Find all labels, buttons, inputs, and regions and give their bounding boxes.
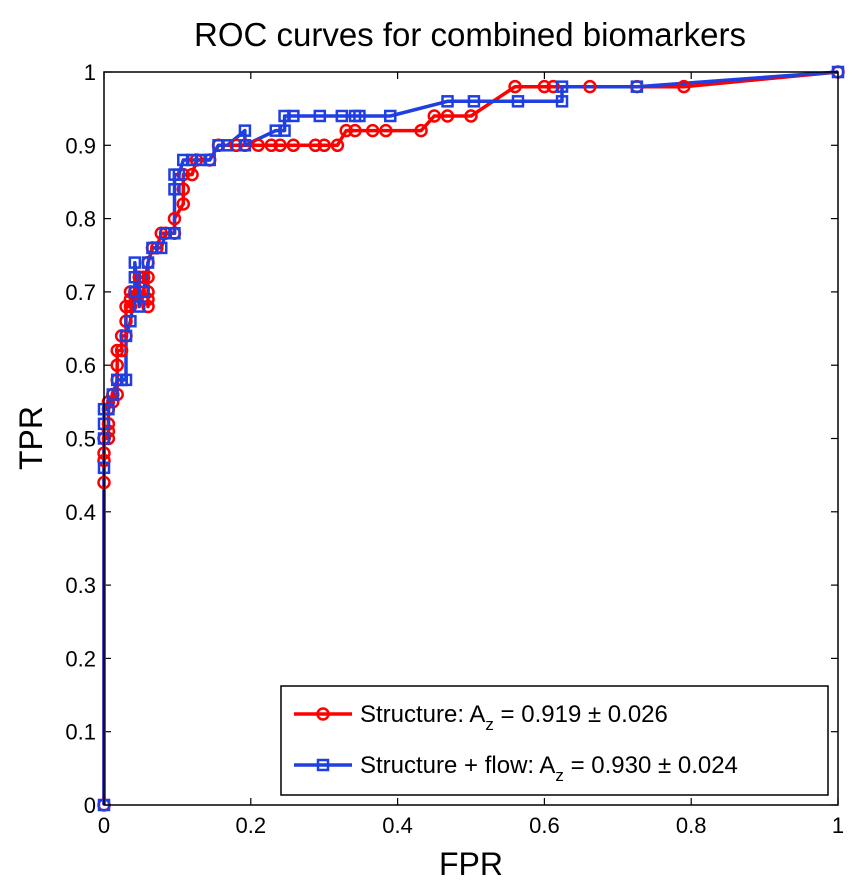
series-1-point: [167, 211, 182, 226]
legend-label-prefix: Structure + flow: A: [360, 752, 555, 779]
series-1-point: [508, 79, 522, 94]
y-tick-label: 0.7: [65, 280, 96, 305]
series-2-point: [238, 124, 252, 137]
series-1-point: [114, 343, 129, 358]
legend-marker-1: [316, 707, 330, 721]
series-2-point: [172, 168, 186, 181]
series-1-point: [264, 138, 279, 153]
series-1-point: [464, 109, 478, 123]
y-tick-label: 0.4: [65, 500, 96, 525]
series-1-point: [330, 138, 345, 153]
y-tick-label: 0.3: [65, 573, 96, 598]
series-1-point: [583, 79, 597, 94]
series-1-point: [123, 299, 138, 314]
series-2-point: [203, 153, 216, 167]
series-1-point: [141, 299, 155, 314]
series-2-point: [221, 139, 234, 152]
series-1-point: [136, 270, 151, 284]
series-2-point: [128, 270, 142, 284]
x-axis-label: FPR: [439, 846, 503, 882]
series-2-point: [353, 109, 366, 123]
series-2-point: [555, 80, 569, 93]
series-1-point: [339, 123, 353, 138]
series-1-point: [308, 138, 323, 153]
series-1-point: [414, 123, 428, 138]
series-1-point: [348, 123, 362, 138]
series-1-point: [546, 79, 560, 94]
series-1-point: [365, 123, 380, 138]
series-2-point: [278, 124, 291, 137]
x-tick-label: 0.6: [529, 813, 560, 838]
plot-area: [104, 72, 838, 805]
chart-title: ROC curves for combined biomarkers: [194, 16, 746, 53]
legend-label-subscript: z: [555, 766, 564, 785]
series-1-point: [286, 138, 301, 153]
x-tick-label: 0.8: [676, 813, 707, 838]
series-1-point: [110, 358, 124, 372]
series-1-point: [427, 109, 442, 123]
y-tick-label: 0.9: [65, 133, 96, 158]
x-tick-label: 1: [832, 813, 844, 838]
y-tick-label: 0: [84, 793, 96, 818]
series-2-point: [441, 95, 454, 108]
series-2-point: [168, 227, 181, 240]
series-1-point: [141, 270, 155, 284]
series-1-point: [537, 79, 552, 94]
series-1-point: [185, 167, 199, 182]
series-2-point: [555, 95, 569, 108]
y-tick-label: 0.8: [65, 207, 96, 232]
legend-marker-2: [316, 758, 330, 772]
axis-ticks: 0 0.2 0.4 0.6 0.8 1 0 0.1 0.2 0.3 0.4 0.5 0.6 0.7 0.8 0…: [65, 60, 844, 838]
y-tick-label: 0.2: [65, 646, 96, 671]
y-axis-label: TPR: [13, 406, 49, 470]
series-2-point: [467, 95, 481, 108]
series-2-point: [287, 109, 300, 123]
series-2-point: [155, 241, 168, 255]
y-tick-label: 0.6: [65, 353, 96, 378]
y-tick-label: 0.5: [65, 427, 96, 452]
x-tick-label: 0.2: [236, 813, 267, 838]
series-1-point: [176, 182, 191, 197]
series-1-point: [251, 138, 265, 153]
legend-label-suffix: = 0.919 ± 0.026: [494, 701, 668, 728]
series-1-point: [317, 138, 331, 153]
legend-label-1: Structure: Az = 0.919 ± 0.026: [360, 701, 668, 734]
legend-label-suffix: = 0.930 ± 0.024: [564, 752, 738, 779]
series-2-point: [137, 285, 150, 299]
series-2-point: [630, 80, 644, 93]
series-1-point: [440, 109, 455, 123]
series-2-point: [168, 183, 181, 196]
series-2-point: [124, 314, 137, 328]
series-2-point: [313, 109, 327, 123]
series-2-point: [132, 300, 146, 313]
legend-label-subscript: z: [485, 715, 494, 734]
series-1-point: [229, 138, 243, 153]
legend-box: [280, 685, 829, 796]
x-tick-label: 0: [98, 813, 110, 838]
series-2-point: [141, 256, 155, 269]
legend-label-prefix: Structure: A: [360, 701, 485, 728]
x-tick-label: 0.4: [382, 813, 413, 838]
series-1-point: [110, 343, 124, 358]
y-tick-label: 1: [84, 60, 96, 85]
series-1-point: [176, 197, 191, 211]
series-2-point: [128, 256, 142, 269]
series-2-point: [238, 139, 252, 152]
series-2-point: [106, 388, 120, 401]
series-1-point: [273, 138, 287, 153]
series-2-point: [384, 109, 397, 123]
plot-frame: [103, 71, 839, 806]
y-tick-label: 0.1: [65, 720, 96, 745]
series-1-point: [677, 79, 691, 94]
series-2-point: [511, 95, 525, 108]
series-2-point: [119, 329, 133, 343]
series-1-point: [379, 123, 393, 138]
series-2-point: [119, 373, 133, 387]
legend-label-2: Structure + flow: Az = 0.930 ± 0.024: [360, 752, 738, 785]
series-2-point: [335, 109, 349, 123]
